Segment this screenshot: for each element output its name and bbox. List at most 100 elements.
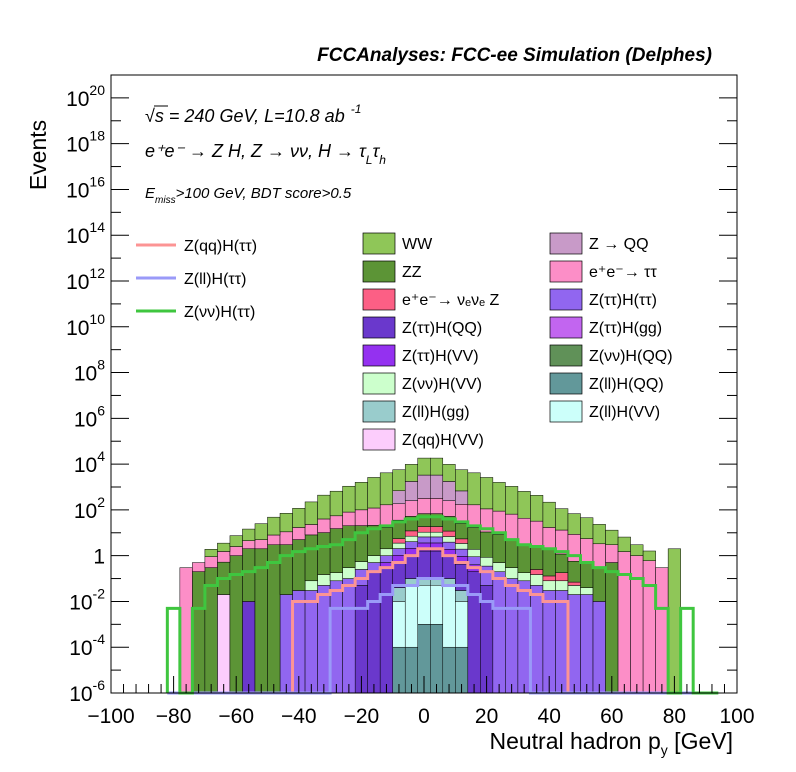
bar-z-h: [567, 594, 581, 694]
bar-ww: [592, 524, 606, 545]
bar-ww: [542, 501, 556, 528]
bar-ww: [279, 513, 293, 533]
bar-z-h-vv: [367, 555, 381, 563]
bar-zz: [379, 527, 393, 550]
bar-ww: [229, 535, 243, 547]
selection-text: >100 GeV, BDT score>0.5: [176, 185, 352, 202]
bar-zz: [192, 571, 206, 694]
legend-label: Z(ll)H(gg): [402, 404, 470, 421]
bar-zz: [229, 555, 243, 694]
y-tick-label: 10-6: [69, 677, 105, 706]
bar-z-h: [455, 548, 469, 557]
x-tick-label: −60: [218, 705, 254, 728]
bar-e-e: [467, 504, 481, 528]
bar-z-h-vv: [555, 580, 569, 591]
bar-zz: [242, 548, 256, 602]
bar-e-e-z: [430, 526, 444, 533]
bar-ww: [605, 529, 619, 545]
bar-e-e: [354, 509, 368, 526]
bar-e-e: [605, 544, 619, 563]
bar-z-h: [480, 565, 494, 586]
legend-swatch-z-h-vv: [362, 344, 396, 367]
legend-swatch-z-h: [549, 288, 583, 311]
bar-e-e-z: [392, 538, 406, 544]
bar-ww: [467, 472, 481, 506]
bar-z-h-qq: [392, 561, 406, 588]
bar-z-h-vv: [442, 536, 456, 543]
bar-z-h: [592, 601, 606, 694]
bar-z-ll-h-vv: [392, 601, 406, 648]
legend-label: Z(νν)H(QQ): [589, 348, 673, 365]
bar-z-h: [492, 571, 506, 694]
x-tick-label: 0: [418, 705, 430, 728]
bar-e-e: [217, 551, 231, 563]
bar-zz: [292, 539, 306, 591]
bar-e-e-z: [404, 530, 418, 537]
legend-swatch-z-ll-h-qq: [549, 372, 583, 395]
bar-z-h-vv: [580, 587, 594, 595]
bar-ww: [530, 495, 544, 522]
y-tick-label: 102: [74, 494, 105, 523]
bar-e-e: [392, 503, 406, 521]
bar-e-e: [442, 500, 456, 517]
bar-z-ll-h-gg: [392, 587, 406, 602]
line-z-h: [165, 515, 719, 695]
bar-zz: [542, 547, 556, 577]
bar-e-e: [204, 556, 218, 568]
bar-e-e: [580, 538, 594, 563]
legend-swatch-z-ll-h-vv: [549, 400, 583, 423]
x-tick-label: −20: [344, 705, 380, 728]
x-tick-label: −80: [156, 705, 192, 728]
legend-label: Z(ll)H(VV): [589, 404, 660, 421]
bar-zz: [455, 523, 469, 540]
process-text: e⁺e⁻ → Z H, Z → νν, H → τ: [145, 141, 367, 161]
selection-e: E: [145, 185, 156, 202]
bar-ww: [304, 501, 318, 525]
bar-z-h-vv: [404, 548, 418, 555]
bar-ww: [329, 490, 343, 517]
bar-z-h-qq: [430, 550, 444, 579]
bar-e-e-z: [442, 530, 456, 537]
bar-ww: [667, 548, 681, 694]
x-axis-title: Neutral hadron py [GeV]: [489, 728, 733, 758]
bar-z-qq: [442, 481, 456, 501]
bar-ww: [404, 464, 418, 482]
legend-label: Z(qq)H(VV): [402, 432, 484, 449]
bar-z-h-vv: [404, 535, 418, 542]
bar-e-e: [567, 534, 581, 562]
bar-z-h: [580, 594, 594, 694]
bar-z-qq: [430, 474, 444, 499]
y-tick-label: 1020: [66, 82, 105, 111]
bar-z-h-qq: [404, 554, 418, 579]
bar-z-h-vv: [417, 531, 431, 538]
bar-zz: [505, 538, 519, 568]
bar-zz: [492, 534, 506, 563]
y-tick-label: 1014: [66, 219, 105, 248]
bar-zz: [567, 561, 581, 583]
y-tick-label: 108: [74, 357, 105, 386]
bar-z-h-vv: [392, 555, 406, 563]
bar-e-e: [342, 511, 356, 526]
legend-label: WW: [402, 236, 433, 253]
legend-swatch-z-qq: [549, 232, 583, 255]
bar-e-e-z: [455, 538, 469, 544]
bar-z-h-vv: [467, 549, 481, 557]
bar-z-qq: [404, 481, 418, 501]
bar-ww: [254, 523, 268, 540]
bar-ww: [455, 469, 469, 492]
bar-ww: [430, 457, 444, 476]
legend-swatch-z-h-qq: [362, 316, 396, 339]
bar-z-h-qq: [467, 571, 481, 694]
bar-z-h: [304, 590, 318, 694]
bar-z-h-qq: [417, 550, 431, 579]
bar-ww: [342, 485, 356, 513]
bar-e-e: [642, 560, 656, 694]
y-tick-label: 1: [93, 546, 105, 569]
bar-z-qq-h-vv: [217, 594, 231, 694]
bar-ww: [392, 469, 406, 492]
bar-e-e: [492, 510, 506, 535]
bar-ww: [317, 494, 331, 520]
legend-label: Z → QQ: [589, 236, 649, 253]
bar-ww: [417, 457, 431, 476]
bar-zz: [254, 548, 268, 694]
